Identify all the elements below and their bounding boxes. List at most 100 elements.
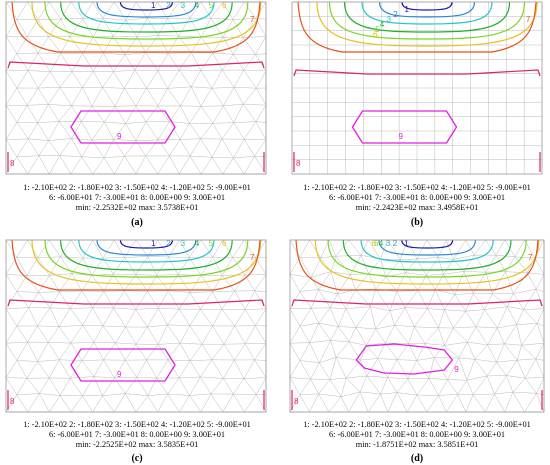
contour-label-1: 1 (151, 1, 156, 10)
contour-line-4 (60, 1, 233, 33)
contour-labels-c: 1 2 3 4 5 6 7 8 9 (10, 239, 255, 406)
contour-line-3 (78, 1, 215, 25)
legend-line1-b: 1: -2.10E+02 2: -1.80E+02 3: -1.50E+02 4… (303, 183, 531, 192)
mesh-d (289, 239, 545, 413)
contour-label-9: 9 (399, 132, 404, 141)
contour-line-2 (378, 1, 476, 18)
contour-line-8-corners (291, 390, 543, 410)
contour-label-9: 9 (117, 132, 122, 141)
contour-label-4: 4 (195, 239, 200, 248)
contour-label-2: 2 (393, 10, 398, 19)
contour-label-7: 7 (528, 253, 533, 262)
domain-border-d (289, 239, 545, 413)
contour-line-1 (119, 239, 173, 249)
contour-line-8-corners (7, 152, 265, 172)
mesh-a (5, 1, 267, 175)
contour-line-9 (355, 343, 454, 375)
contour-line-7 (11, 239, 261, 291)
contour-line-8 (293, 69, 541, 77)
domain-border-c (5, 239, 267, 413)
contour-label-3: 3 (387, 15, 392, 24)
caption-d: (d) (411, 453, 423, 464)
caption-a: (a) (131, 217, 143, 228)
contour-line-8-corners (7, 390, 265, 410)
contour-line-1 (401, 239, 454, 249)
contour-label-5: 5 (374, 239, 379, 248)
contour-line-7 (295, 239, 539, 291)
legend-line2-a: 6: -6.00E+01 7: -3.00E+01 8: 0.00E+00 9:… (49, 193, 225, 202)
contours-c (7, 239, 265, 410)
contour-line-6 (316, 1, 538, 47)
contour-label-1: 1 (151, 239, 156, 248)
contour-line-3 (361, 1, 493, 25)
contour-line-5 (328, 1, 526, 40)
contour-label-8: 8 (294, 397, 299, 406)
contour-label-2: 2 (393, 239, 398, 248)
contour-label-6: 6 (222, 1, 227, 10)
contour-label-5: 5 (375, 25, 380, 34)
contour-label-5: 5 (209, 239, 214, 248)
legend-line1-d: 1: -2.10E+02 2: -1.80E+02 3: -1.50E+02 4… (303, 420, 531, 429)
contour-label-3: 3 (181, 239, 186, 248)
contour-line-8-corners (293, 152, 541, 172)
contour-label-6: 6 (373, 30, 378, 39)
contour-line-9 (70, 110, 176, 144)
contour-label-8: 8 (296, 159, 301, 168)
contour-line-5 (44, 1, 249, 40)
contours-b (293, 1, 541, 172)
mesh-c (5, 239, 267, 413)
contour-line-6 (314, 239, 540, 285)
caption-c: (c) (131, 453, 142, 464)
contour-line-3 (360, 239, 494, 263)
contour-line-7 (11, 1, 261, 53)
contour-line-2 (378, 239, 476, 256)
contour-label-4: 4 (195, 1, 200, 10)
legend-line3-c: min: -2.2525E+02 max: 3.5835E+01 (76, 440, 199, 449)
contours-a (7, 1, 265, 172)
contour-line-4 (60, 239, 233, 271)
mesh-lines (5, 239, 267, 413)
contour-label-4: 4 (379, 239, 384, 248)
contour-label-6: 6 (372, 239, 377, 248)
contour-line-6 (31, 1, 262, 47)
legend-line2-b: 6: -6.00E+01 7: -3.00E+01 8: 0.00E+00 9:… (329, 193, 505, 202)
contour-line-2 (96, 1, 197, 18)
contour-label-3: 3 (181, 1, 186, 10)
caption-b: (b) (411, 217, 423, 228)
contour-label-4: 4 (380, 20, 385, 29)
contour-line-9 (351, 110, 458, 144)
mesh-lines (292, 2, 542, 174)
contour-label-9: 9 (117, 370, 122, 379)
legend-line2-c: 6: -6.00E+01 7: -3.00E+01 8: 0.00E+00 9:… (49, 430, 225, 439)
contour-labels-a: 1 2 3 4 5 6 7 8 9 (10, 1, 255, 168)
contour-label-1: 1 (404, 239, 409, 248)
contour-line-8 (7, 299, 265, 307)
contour-line-8 (291, 299, 543, 307)
contour-label-7: 7 (526, 15, 531, 24)
legend-line1-c: 1: -2.10E+02 2: -1.80E+02 3: -1.50E+02 4… (23, 420, 251, 429)
legend-line3-b: min: -2.2423E+02 max: 3.4958E+01 (356, 203, 479, 212)
legend-line1-a: 1: -2.10E+02 2: -1.80E+02 3: -1.50E+02 4… (23, 183, 251, 192)
panel-a: 1 2 3 4 5 6 7 8 9 (5, 1, 267, 175)
contour-label-7: 7 (250, 253, 255, 262)
domain-border-a (5, 1, 267, 175)
contour-line-4 (343, 1, 511, 33)
contour-line-4 (342, 239, 512, 271)
contour-label-8: 8 (10, 397, 15, 406)
contour-label-1: 1 (405, 5, 410, 14)
contours-d (291, 239, 543, 410)
contour-line-3 (78, 239, 215, 263)
contour-label-3: 3 (386, 239, 391, 248)
contour-line-6 (31, 239, 262, 285)
contour-line-1 (401, 1, 453, 11)
contour-line-8 (7, 61, 265, 69)
contour-label-5: 5 (209, 1, 214, 10)
contour-label-6: 6 (222, 239, 227, 248)
legend-line3-a: min: -2.2532E+02 max: 3.5738E+01 (76, 203, 199, 212)
mesh-lines (5, 1, 267, 175)
